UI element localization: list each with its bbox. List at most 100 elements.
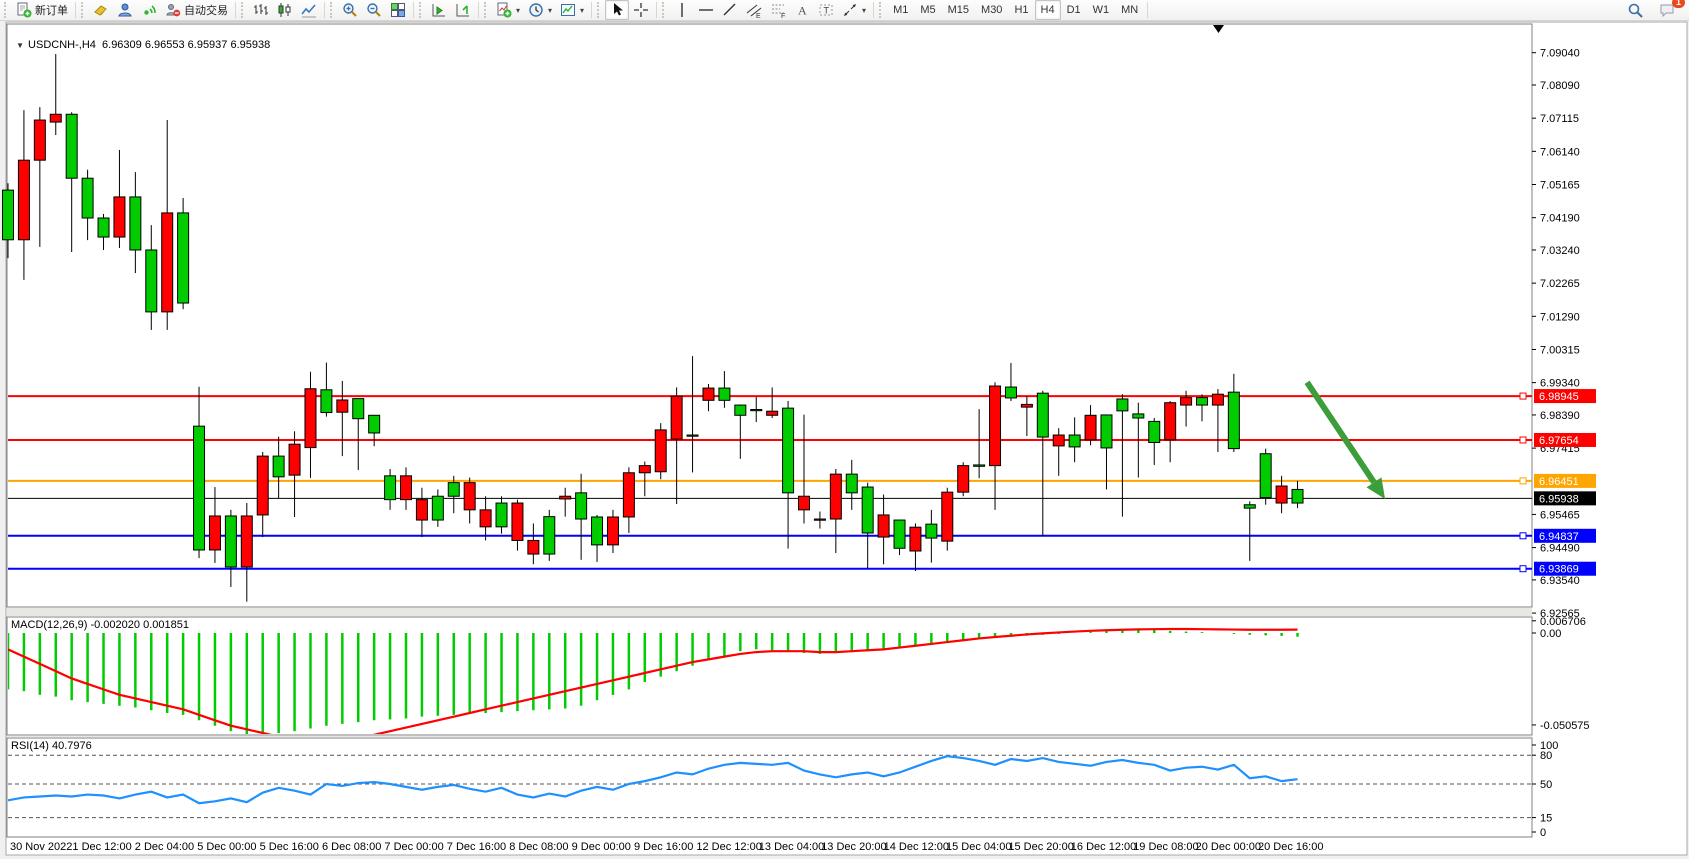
toolbar-button-text[interactable]: A: [790, 0, 814, 20]
toolbar-separator: [478, 2, 479, 18]
tf-button-W1[interactable]: W1: [1087, 0, 1116, 20]
label-icon: T: [818, 2, 834, 18]
macd-chart: [8, 627, 1299, 734]
toolbar-button-bar-chart[interactable]: [249, 0, 273, 20]
toolbar-group-handle[interactable]: [81, 2, 87, 18]
toolbar-button-label: 新订单: [35, 5, 68, 17]
candle-body: [1100, 414, 1113, 449]
svg-text:A: A: [798, 4, 807, 18]
price-axis-label: 6.95465: [1540, 509, 1580, 521]
line-handle[interactable]: [1519, 565, 1527, 573]
toolbar-button-indicators[interactable]: ▾: [492, 0, 524, 20]
toolbar-button-crosshair[interactable]: [629, 0, 653, 20]
price-tag: [1534, 528, 1596, 543]
toolbar-group-handle[interactable]: [662, 2, 668, 18]
toolbar-button-shapes[interactable]: ▾: [838, 0, 870, 20]
candle-body: [304, 388, 317, 449]
toolbar-group-handle[interactable]: [879, 2, 885, 18]
toolbar-button-trendline[interactable]: [718, 0, 742, 20]
price-axis[interactable]: 7.09040 7.08090 7.07115 7.06140 7.05165 7.041…: [1532, 48, 1596, 620]
toolbar-button-label: D1: [1066, 4, 1081, 16]
toolbar-group-handle[interactable]: [4, 2, 10, 18]
candle-body: [352, 398, 365, 420]
marker-triangle[interactable]: [1213, 25, 1224, 33]
line-handle[interactable]: [1519, 436, 1527, 444]
toolbar-button-label[interactable]: T: [814, 0, 838, 20]
chart-dropdown-icon[interactable]: ▼: [16, 41, 25, 50]
candle-body: [81, 177, 94, 219]
tf-button-M30[interactable]: M30: [975, 0, 1008, 20]
toolbar-button-autotrade[interactable]: 自动交易: [161, 0, 232, 20]
toolbar-button-label: M15: [947, 4, 970, 16]
candle-body: [336, 399, 349, 413]
price-axis-label: 7.04190: [1540, 213, 1580, 225]
toolbar-button-line-chart[interactable]: [297, 0, 321, 20]
toolbar-button-hline[interactable]: [694, 0, 718, 20]
toolbar-button-zoom-in[interactable]: [338, 0, 362, 20]
tf-button-H1[interactable]: H1: [1008, 0, 1034, 20]
panel-splitter[interactable]: [7, 736, 1532, 737]
toolbar-button-channel[interactable]: E: [742, 0, 766, 20]
toolbar-button-templates[interactable]: ▾: [556, 0, 588, 20]
toolbar-button-zoom-out[interactable]: [362, 0, 386, 20]
time-axis-label: 20 Dec 00:00: [1196, 841, 1261, 853]
candle-body: [575, 492, 588, 520]
panel-splitter[interactable]: [7, 608, 1532, 616]
toolbar-button-chart-shift[interactable]: [451, 0, 475, 20]
price-axis-label: 6.98390: [1540, 410, 1580, 422]
toolbar-button-periods[interactable]: ▾: [524, 0, 556, 20]
tile-windows-icon: [390, 2, 406, 18]
toolbar-button-auto-scroll[interactable]: [427, 0, 451, 20]
tf-button-MN[interactable]: MN: [1115, 0, 1144, 20]
price-axis-label: 7.02265: [1540, 278, 1580, 290]
chart-quote-ohlc: 6.96309 6.96553 6.95937 6.95938: [102, 39, 271, 51]
line-handle[interactable]: [1519, 477, 1527, 485]
toolbar-button-vline[interactable]: [670, 0, 694, 20]
tf-button-D1[interactable]: D1: [1061, 0, 1087, 20]
rsi-indicator-title: RSI(14) 40.7976: [11, 740, 92, 752]
toolbar-button-tile-windows[interactable]: [386, 0, 410, 20]
toolbar-button-chat[interactable]: 1: [1655, 0, 1685, 20]
toolbar-button-new-order[interactable]: 新订单: [12, 0, 72, 20]
toolbar-separator: [873, 2, 875, 18]
time-axis-label: 12 Dec 12:00: [696, 841, 761, 853]
time-axis-label: 19 Dec 08:00: [1133, 841, 1198, 853]
channel-icon: E: [746, 2, 762, 18]
toolbar-group-handle[interactable]: [241, 2, 247, 18]
line-handle[interactable]: [1519, 532, 1527, 540]
toolbar-button-profile[interactable]: [113, 0, 137, 20]
toolbar-button-candlestick[interactable]: [273, 0, 297, 20]
toolbar-button-fibonacci[interactable]: F: [766, 0, 790, 20]
candle-body: [798, 495, 810, 511]
toolbar-button-cursor[interactable]: [605, 0, 630, 20]
tf-button-H4[interactable]: H4: [1034, 0, 1061, 20]
toolbar-button-eraser[interactable]: [89, 0, 113, 20]
tf-button-M5[interactable]: M5: [914, 0, 941, 20]
tf-button-M1[interactable]: M1: [887, 0, 914, 20]
toolbar-button-signal[interactable]: [137, 0, 161, 20]
candle-body: [813, 518, 826, 521]
time-axis[interactable]: 30 Nov 2022 1 Dec 12:00 2 Dec 04:00 5 Dec 0…: [10, 841, 1323, 853]
candle-body: [1227, 391, 1240, 450]
tf-button-M15[interactable]: M15: [942, 0, 975, 20]
price-tag-label: 6.96451: [1539, 476, 1579, 488]
price-tag-label: 6.93869: [1539, 564, 1579, 576]
candle-body: [606, 516, 619, 546]
candle-body: [686, 434, 699, 437]
toolbar-group-handle[interactable]: [597, 2, 603, 18]
toolbar-group-handle[interactable]: [419, 2, 425, 18]
auto-scroll-icon: [431, 2, 447, 18]
toolbar-group-handle[interactable]: [330, 2, 336, 18]
line-handle[interactable]: [1519, 392, 1527, 400]
toolbar-button-label: M5: [920, 4, 936, 16]
toolbar-group-handle[interactable]: [484, 2, 490, 18]
rsi-panel[interactable]: [6, 737, 1533, 838]
trend-arrow[interactable]: [1304, 380, 1377, 485]
toolbar-button-search[interactable]: [1623, 0, 1647, 20]
price-tag-label: 6.98945: [1539, 391, 1579, 403]
macd-panel[interactable]: [6, 616, 1533, 736]
time-axis-label: 1 Dec 12:00: [72, 841, 131, 853]
